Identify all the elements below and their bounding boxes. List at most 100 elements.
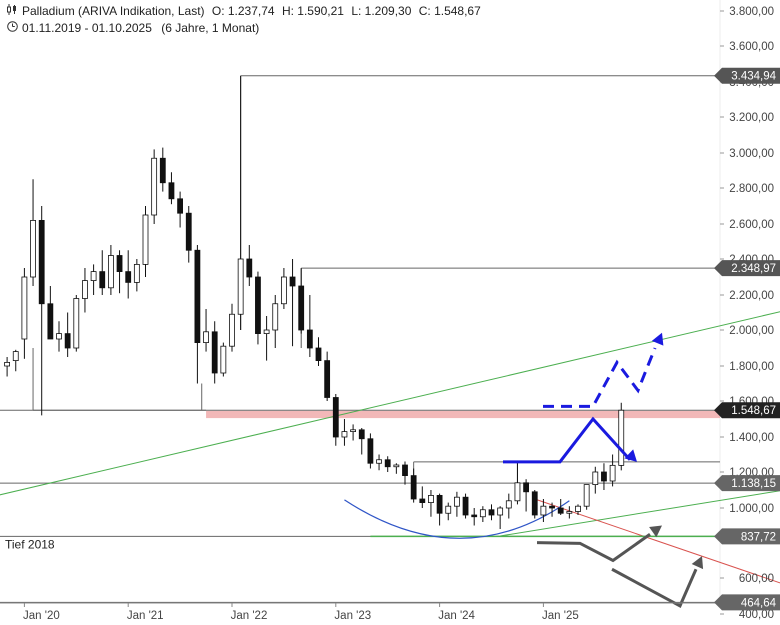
- candle-body: [531, 491, 538, 516]
- candle-body: [315, 347, 322, 362]
- candle-body: [393, 464, 400, 468]
- candle-body: [402, 464, 408, 477]
- level-price-label-bg: [714, 260, 780, 277]
- x-tick-label: Jan '22: [231, 610, 268, 622]
- y-tick-label: 3.600,00: [729, 41, 774, 53]
- gray-scenario-lower-line: [611, 567, 698, 608]
- candle-body: [350, 429, 357, 432]
- candle-body: [332, 397, 339, 438]
- candle-body: [488, 509, 495, 516]
- candle-body: [341, 431, 348, 438]
- y-tick-label: 600,00: [739, 573, 774, 585]
- candle-body: [324, 360, 331, 398]
- candle-body: [428, 494, 434, 503]
- candle-body: [505, 500, 512, 509]
- candle-body: [540, 505, 547, 516]
- clock-icon: [6, 21, 18, 35]
- candle-body: [272, 303, 279, 331]
- candle-body: [549, 505, 555, 509]
- green-trendline-upper: [0, 311, 780, 496]
- candle-body: [151, 157, 158, 216]
- candle-body: [575, 505, 581, 512]
- candle-body: [471, 514, 478, 518]
- candle-body: [116, 255, 123, 273]
- candle-body: [47, 303, 54, 340]
- y-tick-label: 1.000,00: [729, 503, 774, 515]
- candle-body: [21, 276, 28, 340]
- gray-scenario-lower-arrowhead: [691, 556, 704, 570]
- ohlc-open: O: 1.237,74: [211, 4, 275, 18]
- candle-body: [601, 471, 607, 482]
- annotations-layer: Tief 2018: [5, 332, 704, 608]
- level-price-label-bg: [714, 475, 780, 492]
- candle-body: [99, 271, 106, 289]
- candle-body: [514, 482, 521, 502]
- candle-body: [358, 429, 365, 440]
- x-tick-label: Jan '20: [23, 610, 60, 622]
- level-price-label-bg: [714, 402, 780, 419]
- candle-body: [289, 276, 296, 287]
- candle-body: [108, 255, 114, 289]
- blue-scenario-down-line: [503, 416, 632, 464]
- candle-body: [73, 298, 80, 349]
- candle-body: [229, 313, 235, 347]
- gray-scenario-upper-arrowhead: [649, 525, 662, 538]
- resistance-zone: [206, 410, 721, 419]
- candle-body: [384, 459, 391, 468]
- candle-body: [82, 280, 88, 299]
- resistance-zone-layer: [206, 410, 721, 419]
- x-tick-label: Jan '25: [542, 610, 579, 622]
- candle-body: [410, 475, 417, 500]
- candle-body: [557, 507, 564, 514]
- candle-body: [298, 285, 305, 331]
- level-price-label-bg: [714, 594, 780, 611]
- candle-body: [479, 509, 486, 518]
- date-duration: (6 Jahre, 1 Monat): [161, 21, 260, 35]
- candles-layer: [4, 75, 625, 529]
- x-tick-label: Jan '21: [127, 610, 164, 622]
- level-price-label-bg: [714, 528, 780, 545]
- candle-body: [306, 329, 313, 349]
- level-price-label: 2.348,97: [731, 263, 776, 275]
- candle-body: [185, 212, 192, 251]
- candlestick-icon: [6, 4, 18, 18]
- candle-body: [4, 361, 10, 367]
- candle-body: [220, 345, 227, 374]
- blue-scenario-up-line: [543, 347, 657, 408]
- candle-body: [246, 258, 253, 278]
- level-price-label: 837,72: [741, 531, 776, 543]
- cup-arc: [344, 499, 570, 539]
- ohlc-high: H: 1.590,21: [281, 4, 344, 18]
- y-tick-label: 3.200,00: [729, 112, 774, 124]
- candle-body: [30, 219, 36, 278]
- candle-body: [618, 409, 625, 466]
- candle-body: [177, 198, 184, 214]
- candle-body: [159, 157, 166, 184]
- y-tick-label: 3.000,00: [729, 148, 774, 160]
- level-price-label: 464,64: [741, 597, 777, 609]
- candle-body: [453, 496, 460, 507]
- y-tick-label: 1.400,00: [729, 432, 774, 444]
- blue-scenario-up-arrowhead: [651, 332, 664, 346]
- candle-body: [133, 263, 140, 283]
- tief-2018-label: Tief 2018: [5, 537, 55, 551]
- y-tick-label: 3.800,00: [729, 6, 774, 18]
- candle-body: [497, 507, 504, 516]
- gray-scenario-upper-line: [536, 533, 651, 563]
- x-tick-label: Jan '24: [438, 610, 475, 622]
- candle-body: [609, 464, 616, 482]
- candle-body: [445, 505, 452, 514]
- level-price-label: 3.434,94: [731, 71, 776, 83]
- candle-body: [211, 331, 218, 374]
- candle-body: [419, 498, 426, 503]
- green-trendline-lower: [500, 490, 780, 537]
- candle-body: [203, 331, 209, 343]
- chart-header-line2: 01.11.2019 - 01.10.2025 (6 Jahre, 1 Mona…: [6, 21, 259, 35]
- y-tick-label: 1.800,00: [729, 361, 774, 373]
- level-labels-layer: 3.434,94 2.348,97 1.548,67 1.138,15 837,72 46…: [714, 67, 780, 611]
- x-axis: Jan '20 Jan '21 Jan '22 Jan '23 Jan '24 Jan '…: [0, 602, 720, 622]
- candle-body: [583, 484, 590, 507]
- candle-body: [237, 258, 244, 315]
- date-range: 01.11.2019 - 01.10.2025: [22, 21, 152, 35]
